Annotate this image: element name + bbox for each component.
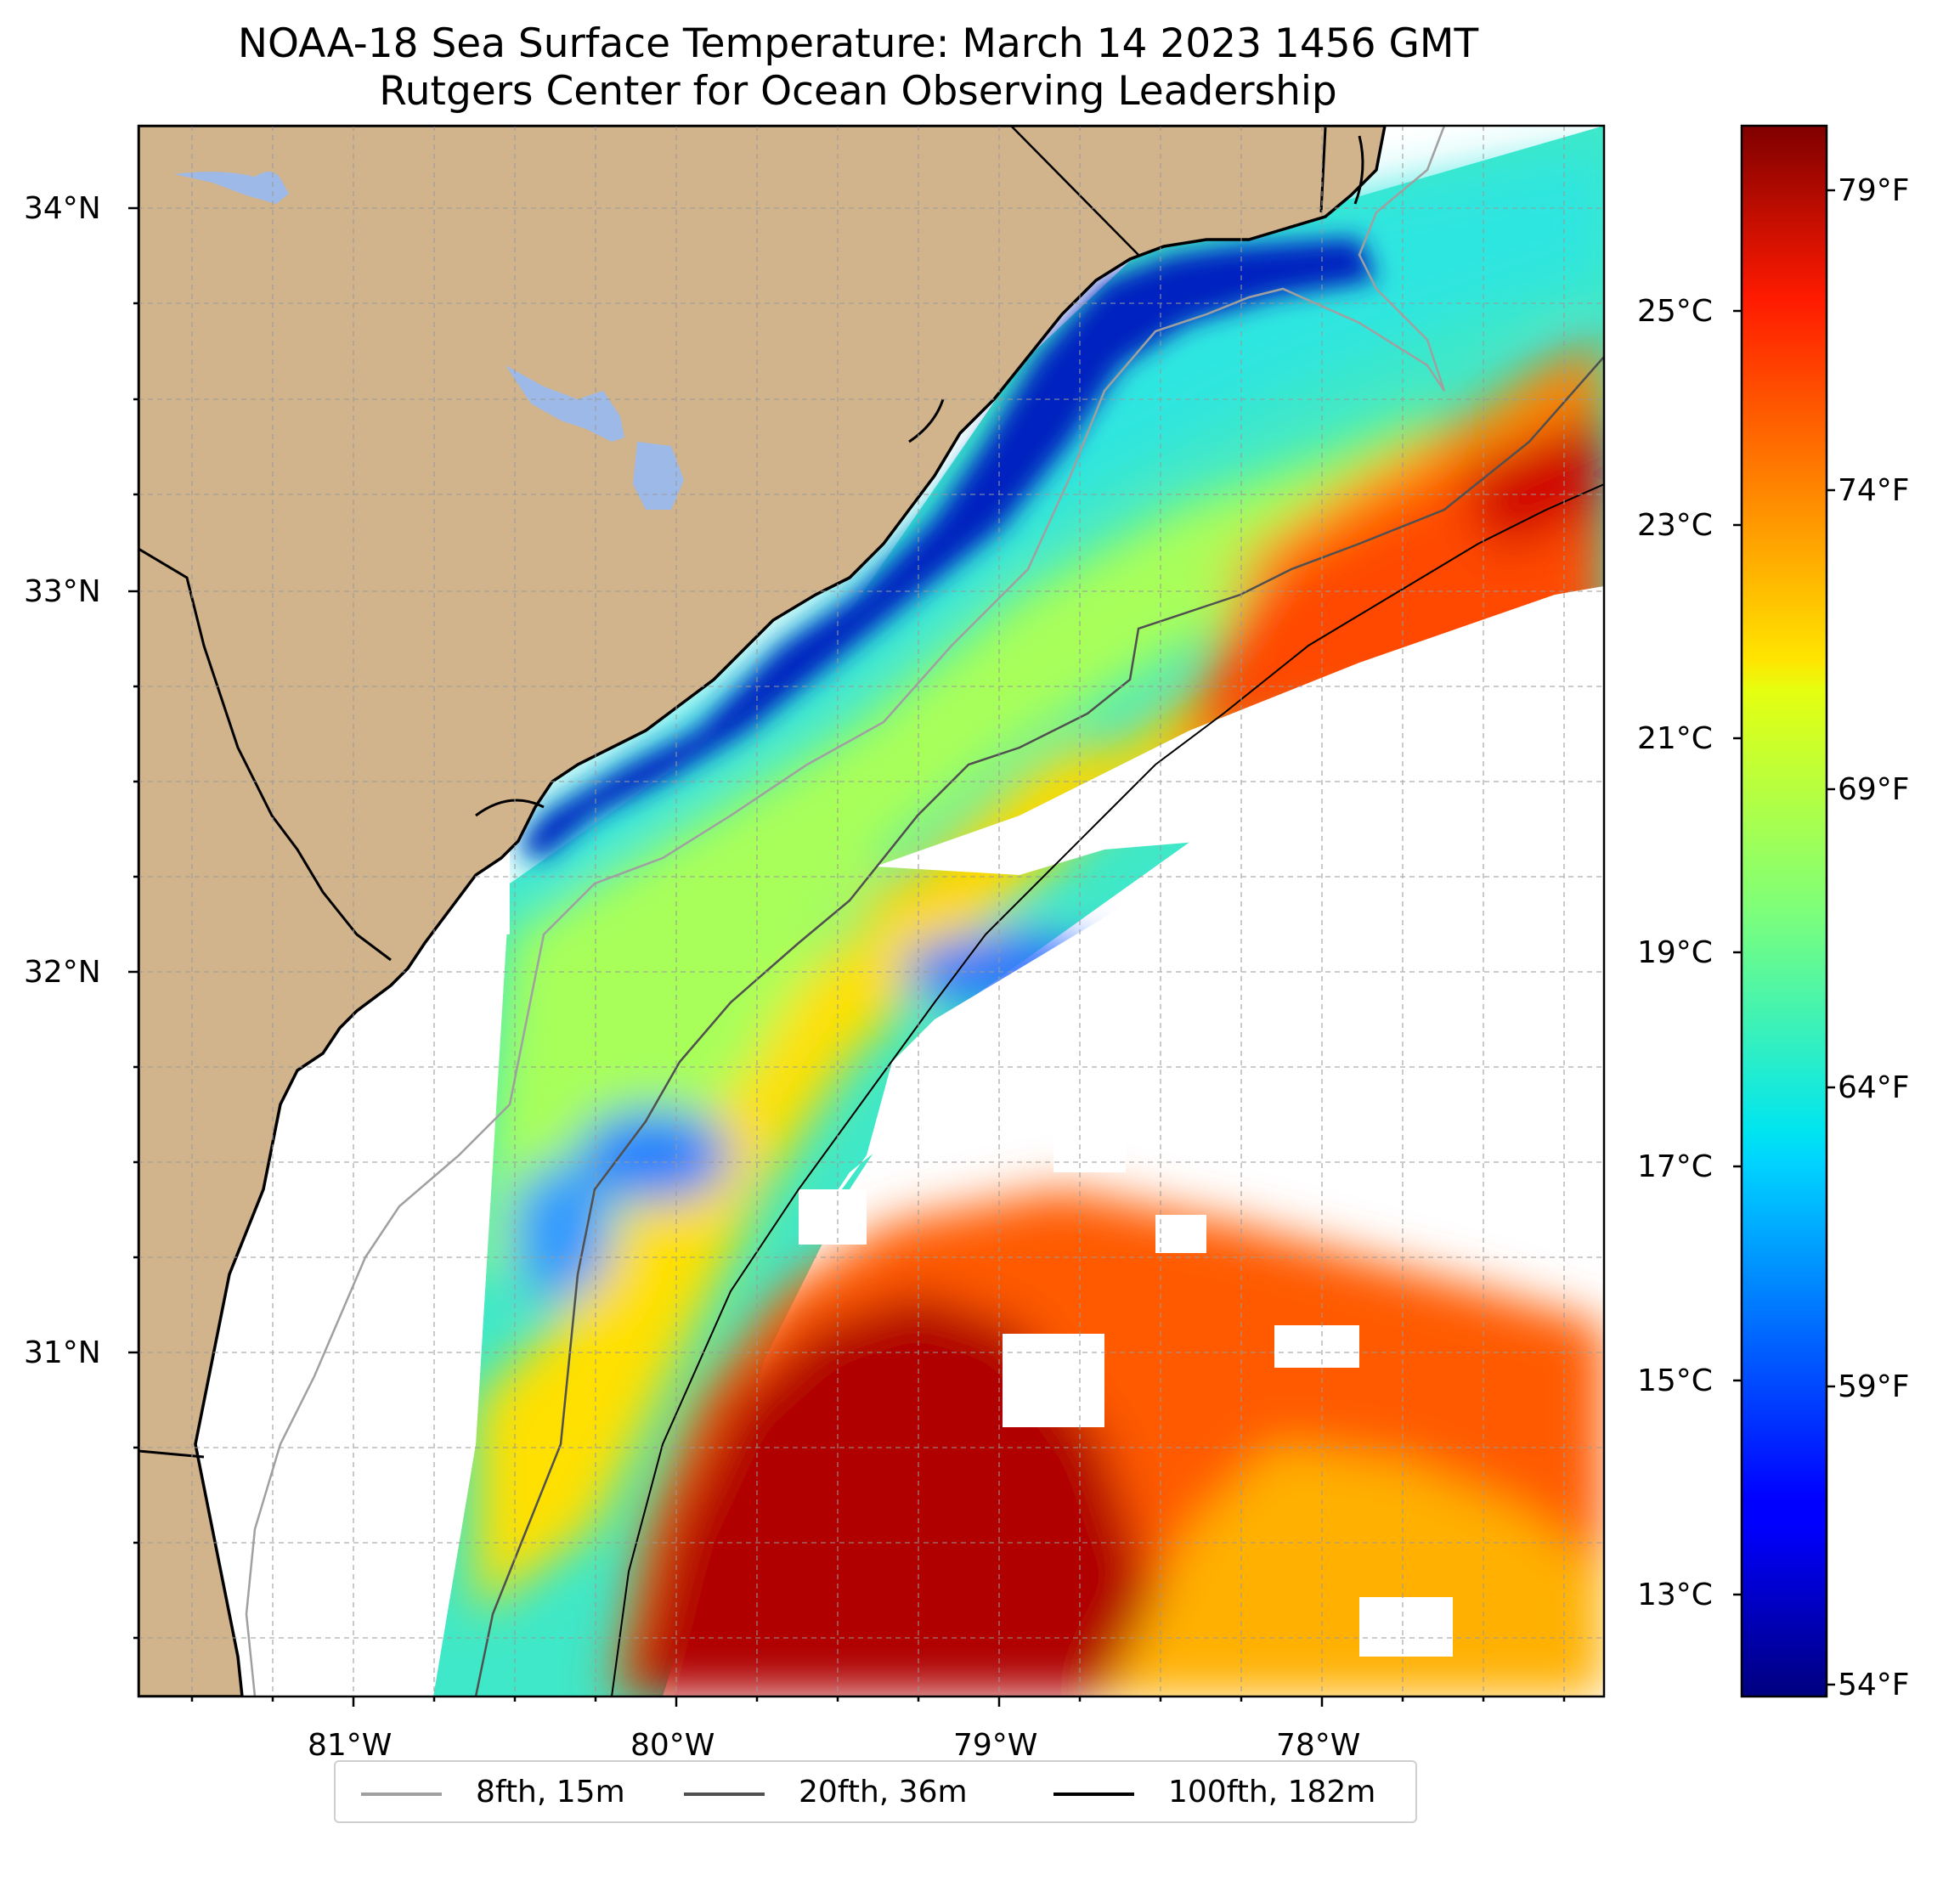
lon-label-79: 79°W xyxy=(953,1728,1038,1763)
colorbar-celsius-label: 13°C xyxy=(1637,1578,1713,1612)
colorbar-celsius-label: 25°C xyxy=(1637,294,1713,329)
isobath-legend: 8fth, 15m 20fth, 36m 100fth, 182m xyxy=(334,1760,1417,1823)
legend-line-8fth xyxy=(361,1792,442,1796)
isobath-20fth xyxy=(474,356,1604,1697)
isobath-100fth xyxy=(611,483,1604,1697)
lat-label-32: 32°N xyxy=(24,955,101,990)
colorbar-celsius-label: 17°C xyxy=(1637,1149,1713,1184)
colorbar-fahrenheit-label: 69°F xyxy=(1838,772,1910,807)
axis-ticks xyxy=(128,206,1566,1707)
colorbar-celsius-label: 23°C xyxy=(1637,508,1713,543)
legend-label-100fth: 100fth, 182m xyxy=(1168,1775,1376,1809)
lon-label-80: 80°W xyxy=(630,1728,715,1763)
lat-label-31: 31°N xyxy=(24,1335,101,1370)
colorbar-fahrenheit-label: 64°F xyxy=(1838,1070,1910,1105)
legend-line-100fth xyxy=(1053,1792,1134,1796)
map-subtitle: Rutgers Center for Ocean Observing Leade… xyxy=(379,68,1337,115)
legend-line-20fth xyxy=(684,1792,765,1796)
colorbar-celsius-label: 21°C xyxy=(1637,721,1713,756)
map-frame xyxy=(137,124,1606,1698)
colorbar-fahrenheit-label: 79°F xyxy=(1838,173,1910,208)
legend-label-20fth: 20fth, 36m xyxy=(799,1775,968,1809)
gridlines xyxy=(138,126,1604,1697)
lon-label-78: 78°W xyxy=(1276,1728,1361,1763)
lon-label-81: 81°W xyxy=(308,1728,393,1763)
colorbar-celsius-label: 19°C xyxy=(1637,935,1713,970)
map-title: NOAA-18 Sea Surface Temperature: March 1… xyxy=(237,20,1479,67)
land xyxy=(138,126,1387,1697)
colorbar-celsius-label: 15°C xyxy=(1637,1363,1713,1398)
colorbar xyxy=(1740,124,1828,1698)
colorbar-ticks xyxy=(1733,189,1835,1686)
colorbar-fahrenheit-label: 59°F xyxy=(1838,1369,1910,1404)
colorbar-fahrenheit-label: 54°F xyxy=(1838,1668,1910,1702)
lat-label-33: 33°N xyxy=(24,574,101,609)
lat-label-34: 34°N xyxy=(24,191,101,226)
colorbar-fahrenheit-label: 74°F xyxy=(1838,473,1910,508)
lakes xyxy=(174,171,684,510)
isobath-8fth xyxy=(245,126,1446,1697)
legend-label-8fth: 8fth, 15m xyxy=(476,1775,625,1809)
